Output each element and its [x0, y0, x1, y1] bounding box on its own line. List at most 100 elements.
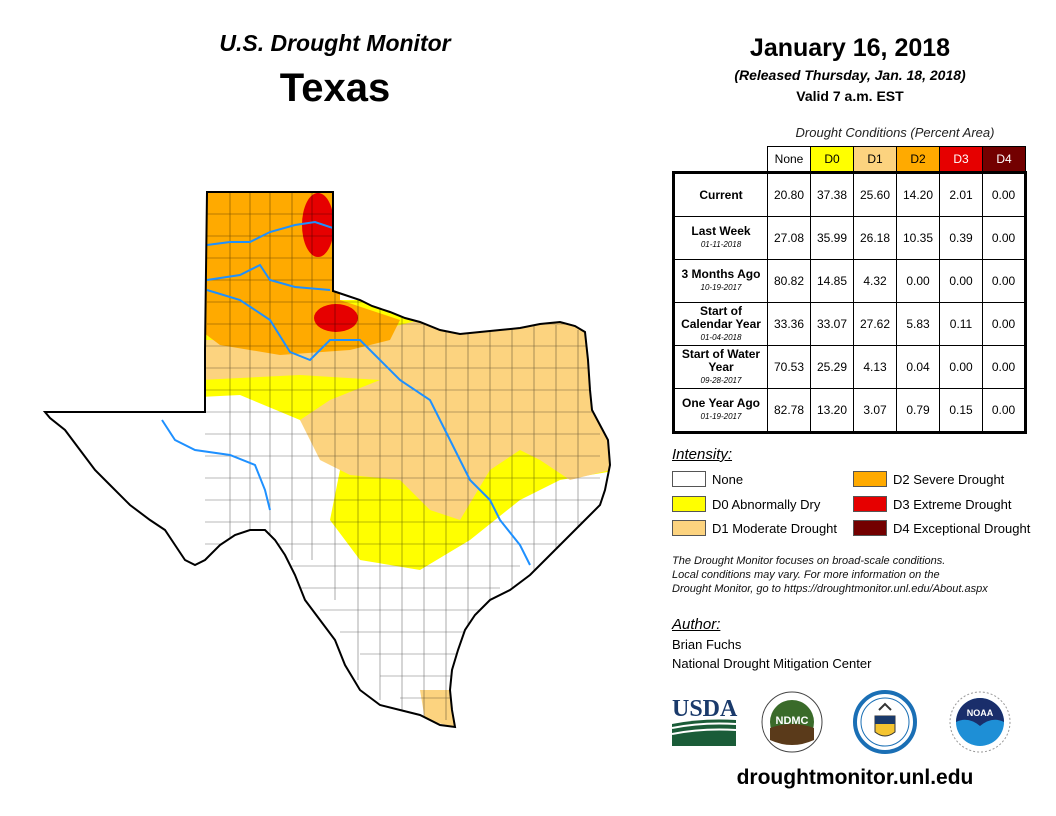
river-red [206, 263, 331, 291]
table-row-one-year-ago: One Year Ago 01-19-2017 82.78 13.20 3.07 … [673, 388, 1026, 433]
col-header-none: None [767, 146, 811, 173]
noaa-logo: NOAA [949, 691, 1011, 753]
cell-d3: 0.00 [939, 259, 983, 303]
ndmc-logo-text: NDMC [776, 715, 809, 727]
legend-label: D1 Moderate Drought [712, 520, 838, 536]
col-header-d3: D3 [939, 146, 983, 173]
river-pecos [161, 419, 271, 511]
row-label-text: Start of Water Year [681, 346, 761, 374]
legend-title: Intensity: [672, 446, 733, 463]
rivers [161, 220, 531, 566]
cell-none: 27.08 [767, 216, 811, 260]
cell-d4: 0.00 [982, 259, 1026, 303]
author-name: Brian Fuchs [672, 637, 742, 652]
table-row-start-water-year: Start of Water Year 09-28-2017 70.53 25.2… [673, 345, 1026, 389]
legend-label: D0 Abnormally Dry [712, 496, 821, 512]
row-label: Current [673, 172, 768, 217]
cell-d0: 35.99 [810, 216, 854, 260]
table-corner [674, 147, 768, 173]
cell-d0: 14.85 [810, 259, 854, 303]
col-header-d2: D2 [896, 146, 940, 173]
cell-d1: 4.13 [853, 345, 897, 389]
ndmc-logo: NDMC [761, 691, 823, 753]
row-label-text: Current [699, 187, 743, 202]
cell-d3: 0.15 [939, 388, 983, 433]
cell-d0: 13.20 [810, 388, 854, 433]
cell-none: 70.53 [767, 345, 811, 389]
row-date: 01-11-2018 [700, 240, 742, 249]
cell-d4: 0.00 [982, 172, 1026, 217]
row-label-text: 3 Months Ago [681, 267, 761, 281]
cell-d2: 10.35 [896, 216, 940, 260]
row-label: Start of Water Year 09-28-2017 [673, 345, 768, 389]
drought-conditions-table: None D0 D1 D2 D3 D4 Current 20.80 37.38 … [672, 146, 1027, 434]
cell-d4: 0.00 [982, 216, 1026, 260]
note-line: Local conditions may vary. For more info… [672, 569, 940, 581]
row-date: 01-19-2017 [700, 412, 742, 421]
valid-time: Valid 7 a.m. EST [796, 88, 904, 104]
river-canadian [206, 220, 334, 246]
legend-item-d0: D0 Abnormally Dry [672, 496, 820, 512]
region-d3-north [302, 193, 334, 257]
legend-swatch-d2 [853, 471, 887, 487]
website-url[interactable]: droughtmonitor.unl.edu [736, 766, 974, 789]
map-date: January 16, 2018 [749, 34, 951, 62]
cell-d1: 25.60 [853, 172, 897, 217]
state-title: Texas [279, 66, 391, 110]
legend-swatch-d1 [672, 520, 706, 536]
county-lines [205, 192, 600, 720]
legend-swatch-d4 [853, 520, 887, 536]
usda-logo-text: USDA [672, 696, 738, 722]
legend-item-d4: D4 Exceptional Drought [853, 520, 1030, 536]
cell-d0: 25.29 [810, 345, 854, 389]
cell-d2: 0.04 [896, 345, 940, 389]
note-line: The Drought Monitor focuses on broad-sca… [672, 555, 946, 567]
usda-logo: USDA [672, 696, 738, 746]
cell-d0: 37.38 [810, 172, 854, 217]
legend-swatch-none [672, 471, 706, 487]
row-label-text: One Year Ago [681, 396, 761, 410]
cell-d1: 26.18 [853, 216, 897, 260]
row-date: 01-04-2018 [700, 332, 742, 342]
legend-item-d2: D2 Severe Drought [853, 471, 1004, 487]
legend-label: None [712, 471, 744, 487]
cell-d1: 3.07 [853, 388, 897, 433]
legend-item-d1: D1 Moderate Drought [672, 520, 837, 536]
table-row-start-calendar-year: Start of Calendar Year 01-04-2018 33.36 3… [673, 302, 1026, 346]
monitor-title: U.S. Drought Monitor [219, 30, 451, 56]
region-d3-south [314, 304, 358, 332]
col-header-d0: D0 [810, 146, 854, 173]
commerce-seal-logo [853, 690, 917, 754]
cell-none: 33.36 [767, 302, 811, 346]
cell-d0: 33.07 [810, 302, 854, 346]
legend-swatch-d3 [853, 496, 887, 512]
cell-d2: 14.20 [896, 172, 940, 217]
table-row-last-week: Last Week 01-11-2018 27.08 35.99 26.18 10… [673, 216, 1026, 260]
cell-d2: 0.00 [896, 259, 940, 303]
row-label: One Year Ago 01-19-2017 [673, 388, 768, 433]
author-organization: National Drought Mitigation Center [672, 656, 872, 671]
cell-d1: 4.32 [853, 259, 897, 303]
table-caption: Drought Conditions (Percent Area) [795, 125, 995, 140]
cell-d1: 27.62 [853, 302, 897, 346]
legend-label: D2 Severe Drought [893, 471, 1005, 487]
legend-item-none: None [672, 471, 743, 487]
row-date: 10-19-2017 [700, 283, 742, 292]
cell-d2: 0.79 [896, 388, 940, 433]
row-label-text: Last Week [691, 224, 751, 238]
row-label-text: Start of Calendar Year [681, 303, 761, 331]
row-label: Start of Calendar Year 01-04-2018 [673, 302, 768, 346]
author-heading: Author: [672, 616, 721, 633]
note-line: Drought Monitor, go to https://droughtmo… [672, 583, 988, 595]
col-header-d4: D4 [982, 146, 1026, 173]
col-header-d1: D1 [853, 146, 897, 173]
cell-d4: 0.00 [982, 345, 1026, 389]
disclaimer-note: The Drought Monitor focuses on broad-sca… [672, 554, 1042, 596]
cell-none: 82.78 [767, 388, 811, 433]
cell-d3: 2.01 [939, 172, 983, 217]
texas-drought-map [44, 191, 611, 728]
legend-item-d3: D3 Extreme Drought [853, 496, 1012, 512]
region-d1 [200, 320, 610, 520]
cell-d3: 0.39 [939, 216, 983, 260]
row-label: Last Week 01-11-2018 [673, 216, 768, 260]
